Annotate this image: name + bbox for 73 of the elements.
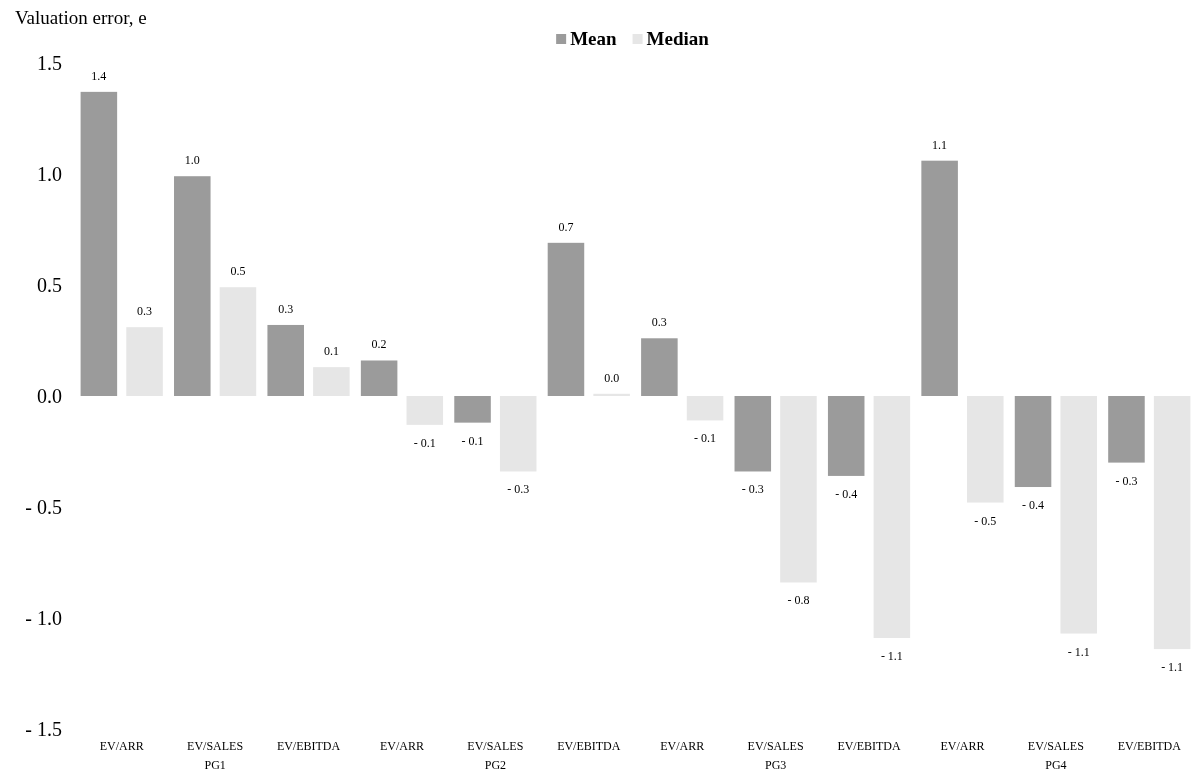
bar [780, 396, 817, 583]
bar [313, 367, 350, 396]
data-label: - 0.3 [1115, 473, 1138, 488]
y-tick-label: 1.0 [37, 162, 62, 185]
bar [219, 287, 257, 396]
bar [406, 396, 444, 425]
data-label: - 0.3 [741, 482, 764, 497]
text: PG3 [764, 758, 787, 772]
bar [360, 360, 398, 396]
data-label: 0.7 [558, 219, 574, 234]
data-label: 0.2 [371, 337, 387, 352]
bar [1014, 396, 1052, 488]
bar [1108, 396, 1145, 463]
x-tick-label: EV/ARR [660, 739, 705, 753]
x-tick-label: EV/SALES [187, 739, 244, 753]
bar [126, 327, 163, 396]
data-label: - 0.4 [835, 486, 858, 501]
bar [641, 338, 678, 396]
text: PG1 [204, 758, 226, 772]
legend-label: Median [646, 28, 710, 49]
data-label: - 0.4 [1022, 498, 1045, 513]
y-tick-label: - 1.5 [25, 717, 62, 740]
x-tick-label: EV/ARR [940, 739, 985, 753]
text: PG4 [1045, 758, 1067, 772]
x-tick-label: EV/EBITDA [557, 739, 621, 753]
data-label: 0.3 [278, 301, 294, 316]
y-tick-label: 0.5 [37, 273, 62, 296]
data-label: - 0.8 [787, 593, 810, 608]
bar [454, 396, 491, 423]
bar [499, 396, 537, 472]
x-tick-label: EV/EBITDA [1117, 739, 1182, 753]
data-label: - 0.1 [461, 433, 484, 448]
data-label: - 0.1 [413, 435, 436, 450]
data-label: 0.1 [323, 344, 339, 359]
x-tick-label: EV/SALES [747, 739, 804, 753]
bar [1060, 396, 1097, 634]
bar [686, 396, 724, 421]
bar [1153, 396, 1191, 650]
bar [734, 396, 772, 472]
x-tick-label: EV/EBITDA [837, 739, 902, 753]
x-tick-label: EV/SALES [467, 739, 524, 753]
bar [967, 396, 1004, 503]
data-label: - 0.5 [974, 513, 997, 528]
data-label: 0.3 [137, 304, 153, 319]
bar [80, 91, 118, 396]
bar [827, 396, 865, 476]
data-label: 1.0 [184, 153, 200, 168]
data-label: 0.0 [604, 370, 620, 385]
y-tick-label: - 1.0 [25, 606, 62, 629]
data-label: 0.5 [230, 264, 246, 279]
bar [267, 324, 304, 396]
x-tick-label: EV/ARR [99, 739, 144, 753]
data-label: - 1.1 [880, 648, 903, 663]
data-label: - 1.1 [1161, 660, 1184, 675]
data-label: - 1.1 [1067, 644, 1090, 659]
y-axis-title: Valuation error, e [15, 7, 147, 28]
data-label: 1.4 [91, 68, 107, 83]
data-label: - 0.3 [507, 482, 530, 497]
data-label: - 0.1 [694, 431, 717, 446]
bar [873, 396, 911, 638]
data-label: 0.3 [651, 315, 667, 330]
legend-label: Mean [570, 28, 618, 49]
y-tick-label: 0.0 [37, 384, 62, 407]
y-tick-label: 1.5 [37, 51, 62, 74]
bar [921, 160, 958, 396]
data-label: 1.1 [932, 137, 948, 152]
x-tick-label: EV/SALES [1027, 739, 1084, 753]
x-tick-label: EV/EBITDA [276, 739, 341, 753]
text: PG2 [484, 758, 507, 772]
bar [547, 242, 585, 396]
y-tick-label: - 0.5 [25, 495, 62, 518]
x-tick-label: EV/ARR [379, 739, 424, 753]
bar [174, 176, 211, 396]
